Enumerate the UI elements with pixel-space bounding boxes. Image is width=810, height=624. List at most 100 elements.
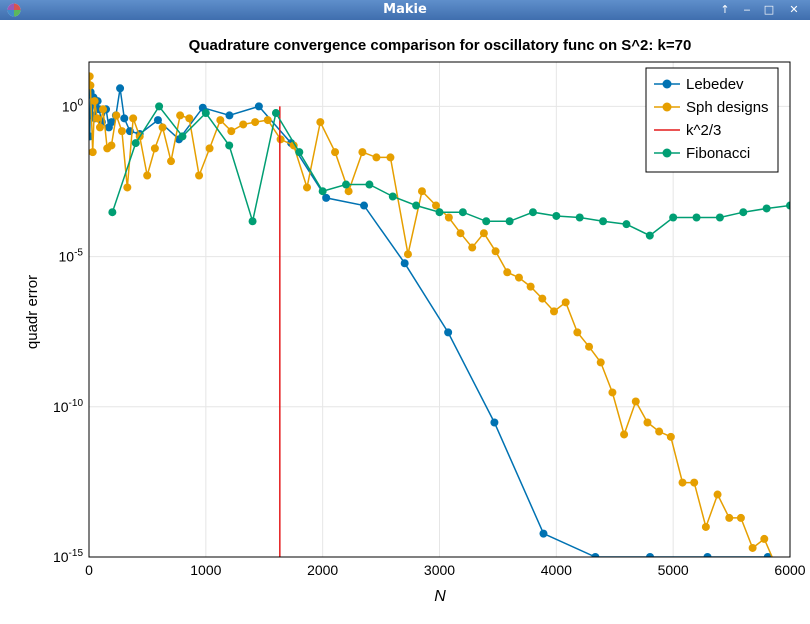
data-point	[201, 109, 210, 118]
minimize-button[interactable]: ‒	[743, 3, 751, 16]
data-point	[303, 183, 312, 192]
data-point	[526, 282, 535, 291]
data-point	[631, 397, 640, 406]
data-point	[739, 208, 748, 217]
data-point	[528, 208, 537, 217]
data-point	[692, 213, 701, 222]
legend-label: Lebedev	[686, 76, 744, 93]
data-point	[153, 116, 162, 125]
data-point	[205, 144, 214, 153]
data-point	[358, 148, 367, 157]
data-point	[482, 217, 491, 226]
data-point	[89, 148, 97, 157]
y-tick-label: 10-10	[53, 398, 83, 415]
data-point	[491, 247, 500, 256]
plot-frame	[88, 61, 791, 558]
data-point	[549, 307, 558, 316]
data-point	[178, 132, 187, 141]
x-tick-label: 4000	[541, 562, 572, 578]
chart-canvas: 0 1000 2000 3000 4000 5000 6000 100 10-5 10-10 10-…	[24, 37, 806, 605]
data-point	[412, 201, 421, 210]
data-point	[195, 171, 204, 180]
data-point	[468, 243, 477, 252]
x-tick-label: 3000	[424, 562, 455, 578]
data-point	[403, 250, 412, 259]
data-point	[295, 148, 304, 157]
legend-label: k^2/3	[686, 122, 721, 139]
data-point	[539, 529, 548, 538]
data-point	[227, 127, 236, 136]
data-point	[89, 72, 94, 81]
plot-area	[89, 72, 790, 557]
data-point	[90, 97, 99, 106]
data-point	[263, 116, 272, 125]
data-point	[167, 157, 176, 166]
x-axis-label: N	[434, 588, 446, 605]
data-point	[131, 139, 140, 148]
data-point	[342, 180, 351, 189]
data-point	[248, 217, 257, 226]
data-point	[185, 114, 194, 123]
window-title: Makie	[383, 2, 427, 17]
axis-ticks: 0 1000 2000 3000 4000 5000 6000 100 10-5 10-10 10-…	[53, 97, 806, 578]
data-point	[372, 153, 381, 162]
data-point	[93, 114, 102, 123]
data-point	[318, 187, 327, 196]
y-tick-label: 10-15	[53, 548, 83, 565]
data-point	[254, 102, 263, 111]
data-point	[108, 208, 117, 217]
data-point	[762, 204, 771, 213]
y-tick-label: 10-5	[59, 248, 84, 265]
data-point	[400, 259, 409, 268]
data-point	[435, 208, 444, 217]
data-point	[150, 144, 159, 153]
data-point	[760, 534, 769, 543]
maximize-button[interactable]: □	[763, 3, 775, 16]
data-point	[322, 193, 331, 202]
data-point	[748, 543, 757, 552]
data-point	[690, 478, 699, 487]
data-point	[715, 213, 724, 222]
keep-above-button[interactable]: ↑	[720, 3, 730, 16]
data-point	[503, 268, 512, 277]
data-point	[645, 231, 654, 240]
data-point	[561, 298, 570, 307]
legend-swatch-marker	[662, 79, 672, 89]
data-point	[514, 273, 523, 282]
data-point	[456, 229, 465, 238]
x-tick-label: 1000	[190, 562, 221, 578]
data-point	[591, 553, 600, 557]
close-button[interactable]: ✕	[789, 3, 799, 16]
data-point	[538, 294, 547, 303]
series-fibonacci	[108, 102, 790, 240]
data-point	[112, 111, 121, 120]
data-point	[417, 187, 426, 196]
data-point	[620, 430, 629, 439]
data-point	[505, 217, 514, 226]
legend-label: Sph designs	[686, 99, 769, 116]
y-tick-label: 100	[62, 97, 84, 114]
data-point	[655, 427, 664, 436]
data-point	[585, 342, 594, 351]
y-axis-label: quadr error	[24, 275, 41, 349]
x-tick-label: 6000	[774, 562, 805, 578]
data-point	[158, 123, 167, 132]
legend: Lebedev Sph designs k^2/3 Fibonacci	[645, 67, 779, 173]
data-point	[360, 201, 369, 210]
data-point	[573, 328, 582, 337]
x-tick-label: 5000	[658, 562, 689, 578]
data-point	[763, 553, 772, 557]
data-point	[216, 116, 225, 125]
data-point	[608, 388, 617, 397]
x-tick-label: 0	[85, 562, 93, 578]
data-point	[646, 553, 655, 557]
data-point	[669, 213, 678, 222]
data-point	[117, 127, 126, 136]
app-icon	[7, 3, 21, 17]
data-point	[458, 208, 467, 217]
data-point	[599, 217, 608, 226]
data-point	[490, 418, 499, 427]
title-bar[interactable]: Makie ↑ ‒ □ ✕	[0, 0, 810, 20]
data-point	[431, 201, 440, 210]
